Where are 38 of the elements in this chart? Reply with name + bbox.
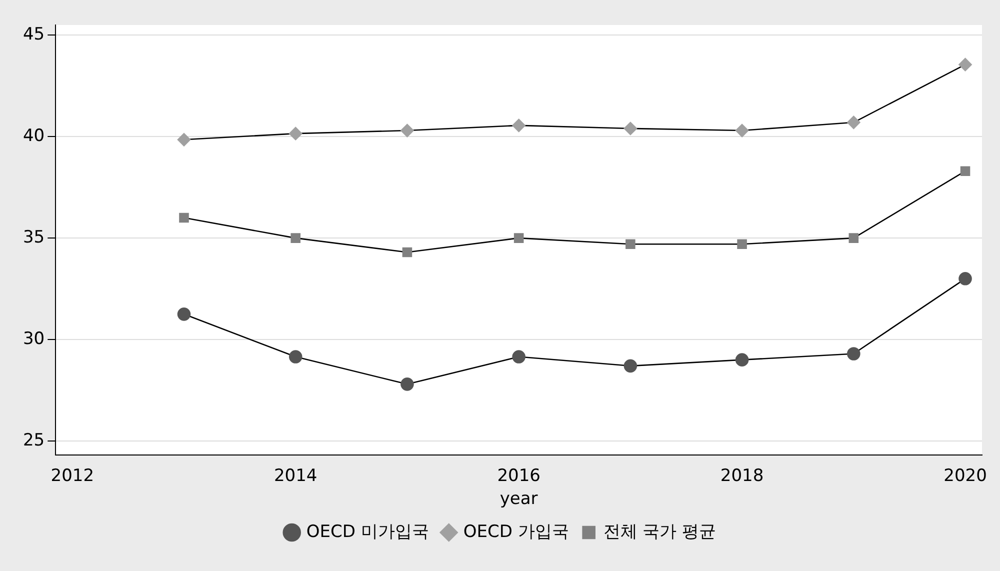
x-axis-title: year bbox=[500, 489, 538, 510]
point bbox=[177, 308, 191, 321]
point bbox=[624, 359, 638, 373]
legend-label: OECD 가입국 bbox=[463, 522, 569, 542]
point bbox=[847, 116, 860, 130]
point bbox=[735, 124, 749, 138]
y-tick-label: 25 bbox=[22, 430, 45, 450]
point bbox=[177, 133, 191, 146]
x-tick-label: 2016 bbox=[497, 466, 540, 486]
point bbox=[626, 239, 636, 250]
x-tick-label: 2018 bbox=[720, 466, 764, 486]
point bbox=[514, 233, 524, 243]
point bbox=[624, 122, 638, 136]
point bbox=[737, 239, 747, 250]
point bbox=[735, 353, 749, 366]
point bbox=[402, 247, 412, 258]
point bbox=[400, 378, 414, 391]
x-tick-label: 2012 bbox=[50, 466, 94, 486]
point bbox=[958, 58, 972, 72]
legend-label: 전체 국가 평균 bbox=[603, 522, 716, 542]
legend-label: OECD 미가입국 bbox=[306, 522, 429, 542]
point bbox=[512, 118, 526, 132]
x-tick-label: 2020 bbox=[944, 466, 987, 486]
y-tick-label: 45 bbox=[22, 24, 45, 45]
y-tick-label: 30 bbox=[22, 328, 45, 349]
y-tick-label: 35 bbox=[22, 227, 45, 248]
y-tick-label: 40 bbox=[22, 126, 45, 146]
point bbox=[960, 166, 970, 176]
point bbox=[288, 126, 302, 140]
point bbox=[847, 347, 860, 360]
point bbox=[958, 272, 972, 286]
point bbox=[290, 233, 300, 243]
point bbox=[400, 124, 414, 138]
point bbox=[848, 233, 859, 243]
x-tick-label: 2014 bbox=[274, 466, 318, 486]
point bbox=[512, 350, 526, 364]
point bbox=[179, 212, 189, 223]
point bbox=[288, 350, 302, 364]
